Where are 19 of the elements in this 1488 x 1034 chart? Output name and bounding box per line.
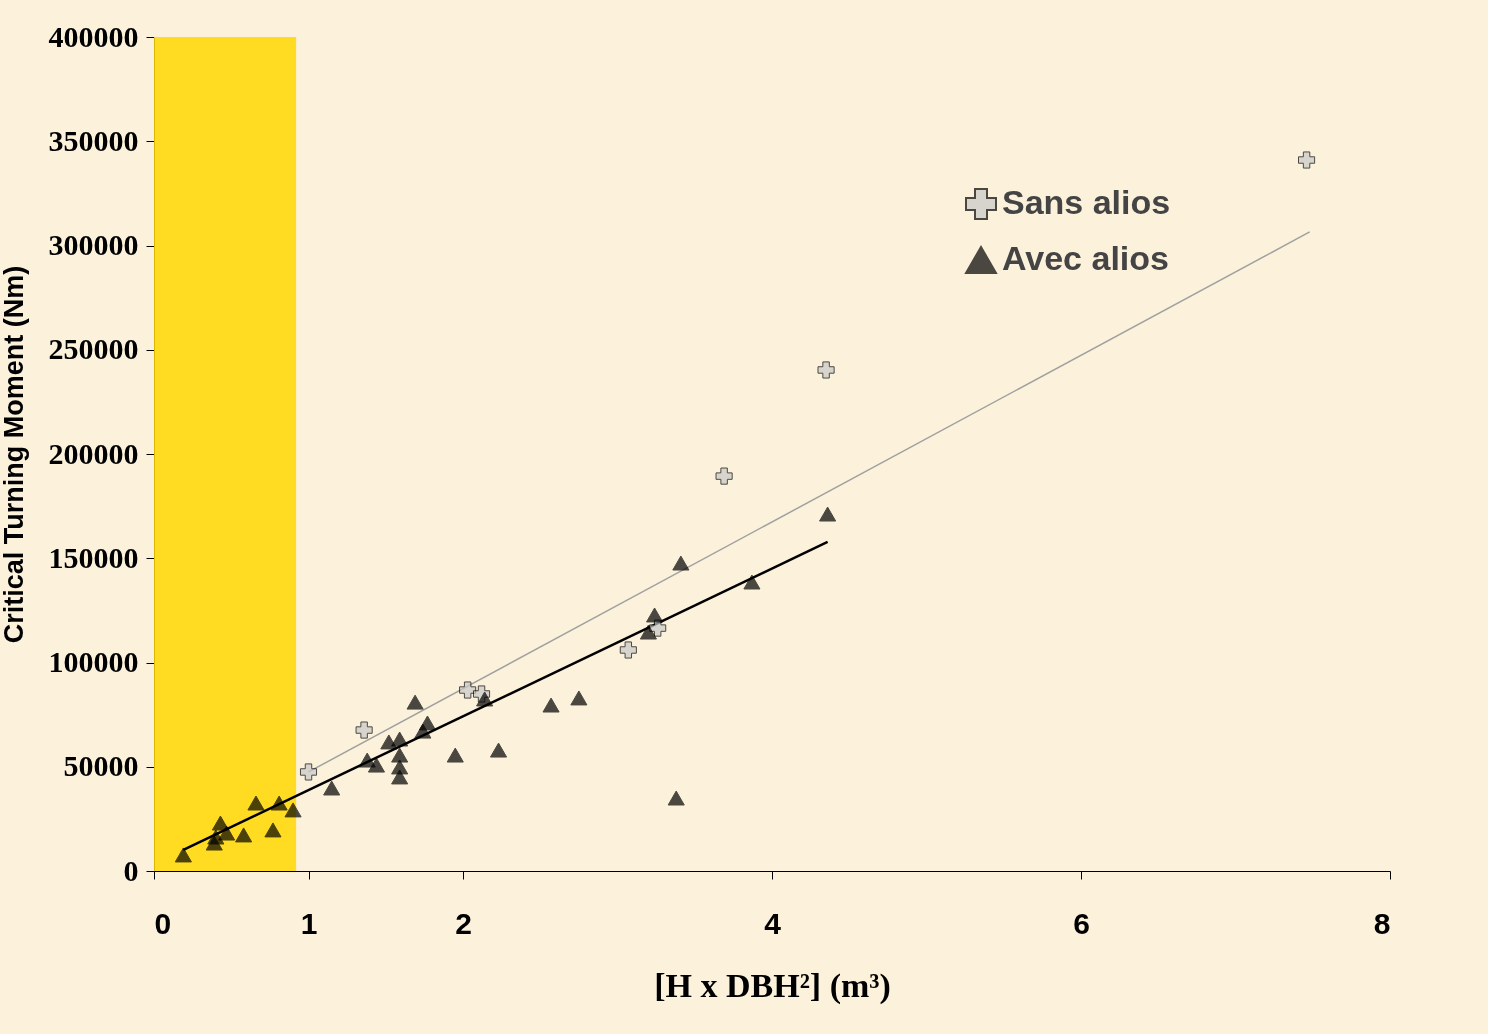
y-tick-label: 100000 [48, 645, 139, 678]
x-tick-label: 4 [764, 906, 782, 940]
x-tick-label: 6 [1073, 906, 1090, 940]
x-tick-label: 0 [154, 906, 172, 940]
y-axis-title: Critical Turning Moment (Nm) [0, 265, 29, 644]
y-tick-label: 0 [123, 853, 139, 887]
y-tick-label: 150000 [48, 540, 139, 574]
x-tick-label: 8 [1373, 906, 1391, 940]
y-tick-label: 350000 [48, 123, 139, 157]
x-axis-title: [H x DBH²] (m³) [654, 966, 891, 1005]
y-tick-label: 50000 [63, 749, 139, 783]
legend-label: Avec alios [1002, 239, 1169, 277]
y-tick-label: 400000 [48, 19, 139, 53]
x-tick-label: 1 [300, 906, 318, 940]
y-tick-label: 300000 [48, 228, 139, 261]
y-tick-label: 250000 [48, 332, 139, 366]
legend-label: Sans alios [1002, 183, 1171, 221]
x-tick-label: 2 [455, 906, 472, 940]
y-tick-label: 200000 [48, 436, 139, 470]
